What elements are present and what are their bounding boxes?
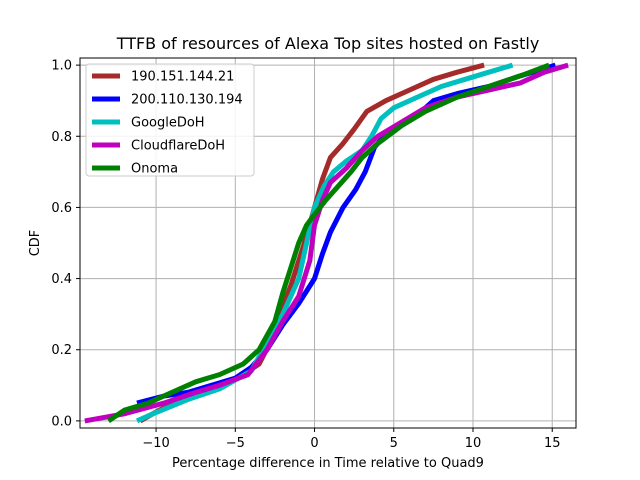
plot-frame xyxy=(79,57,577,429)
legend-label-1: 200.110.130.194 xyxy=(131,93,243,108)
x-axis-label: Percentage difference in Time relative t… xyxy=(172,456,484,471)
x-tick-label: −5 xyxy=(226,436,245,451)
y-tick-label: 0.4 xyxy=(51,272,72,287)
x-tick-label: −10 xyxy=(142,436,169,451)
chart-title: TTFB of resources of Alexa Top sites hos… xyxy=(116,34,540,53)
y-tick-label: 0.2 xyxy=(51,343,72,358)
axis-ticks: −10 −5 0 5 10 15 0.0 0.2 0.4 0.6 0.8 1.0 xyxy=(51,59,560,451)
x-tick-label: 5 xyxy=(390,436,398,451)
x-tick-label: 10 xyxy=(465,436,482,451)
legend-label-3: CloudflareDoH xyxy=(131,139,225,154)
y-tick-label: 0.0 xyxy=(51,414,72,429)
series-lines xyxy=(84,62,569,424)
legend-label-4: Onoma xyxy=(131,162,178,177)
x-tick-label: 15 xyxy=(544,436,561,451)
legend-label-0: 190.151.144.21 xyxy=(131,70,234,85)
y-tick-label: 1.0 xyxy=(51,59,72,74)
series-line-4 xyxy=(107,62,550,423)
legend-label-2: GoogleDoH xyxy=(131,116,205,131)
y-axis-label: CDF xyxy=(28,230,43,257)
legend: 190.151.144.21 200.110.130.194 GoogleDoH Cl… xyxy=(85,63,255,177)
legend-frame xyxy=(85,63,255,177)
x-tick-label: 0 xyxy=(310,436,318,451)
y-tick-label: 0.8 xyxy=(51,130,72,145)
y-tick-label: 0.6 xyxy=(51,201,72,216)
